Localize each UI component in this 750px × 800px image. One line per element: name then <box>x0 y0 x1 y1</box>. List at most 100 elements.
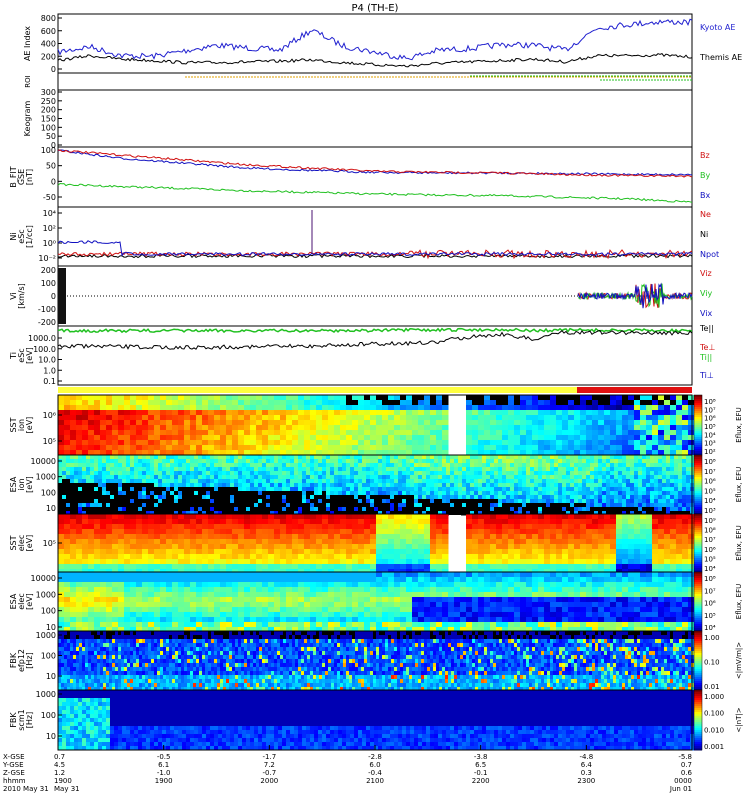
roi-ylabel: ROI <box>24 75 32 87</box>
ylabel-line: [nT] <box>25 169 34 185</box>
colorbar-tick: 10⁴ <box>704 431 716 439</box>
ytick-label: 10⁻² <box>38 254 56 263</box>
colorbar-label: Eflux, EFU <box>735 525 743 560</box>
ytick-label: 10² <box>43 224 56 233</box>
spec2-image <box>58 455 695 516</box>
xtick-xgse: -1.7 <box>262 753 276 761</box>
xtick-hhmm: 1900 <box>155 777 173 785</box>
temperature-frame <box>57 325 693 386</box>
colorbar-tick: 10⁷ <box>704 587 716 595</box>
ytick-label: 10 <box>46 504 56 513</box>
colorbar-tick: 1.000 <box>704 693 724 701</box>
colorbar-tick: 10⁵ <box>704 612 716 620</box>
bfield-frame <box>57 146 693 208</box>
xtick-zgse: 1.2 <box>54 769 65 777</box>
spec3-colorbar <box>694 514 702 573</box>
ylabel-line: [Hz] <box>25 652 34 668</box>
fbk1-colorbar <box>694 631 702 692</box>
ti-par-line <box>57 327 693 334</box>
colorbar-tick: 0.10 <box>704 659 720 667</box>
colorbar-tick: 10⁴ <box>704 565 716 573</box>
legend-item: Ni <box>700 230 708 239</box>
xtick-ygse: 6.4 <box>581 761 593 769</box>
ylabel-line: [eV] <box>25 417 34 434</box>
spec3-image <box>58 514 695 575</box>
ytick-label: 50 <box>46 132 56 141</box>
spec4-image <box>58 572 695 633</box>
xtick-xgse: -3.8 <box>474 753 488 761</box>
colorbar-tick: 10⁴ <box>704 624 716 632</box>
colorbar-tick: 10⁶ <box>704 478 716 486</box>
xtick-ygse: 6.1 <box>158 761 169 769</box>
ylabel-line: Ni <box>9 232 18 240</box>
xaxis-row-label: Y-GSE <box>2 761 24 769</box>
xtick-ygse: 4.5 <box>54 761 65 769</box>
ylabel-line: SST <box>9 535 18 550</box>
ylabel-line: FBK <box>9 712 18 728</box>
ytick-label: 10000 <box>31 574 56 583</box>
xtick-ygse: 6.5 <box>475 761 486 769</box>
colorbar-frame <box>693 689 703 751</box>
xaxis-row-label: X-GSE <box>3 753 25 761</box>
ylabel-line: B_FIT <box>9 166 18 187</box>
ylabel-line: [km/s] <box>17 283 26 309</box>
colorbar-tick: 10⁵ <box>704 423 716 431</box>
xaxis-row-label: 2010 May 31 <box>3 785 49 793</box>
ylabel-line: [1/cc] <box>25 225 34 248</box>
legend-te-perp: Te⊥ <box>699 343 715 352</box>
ytick-label: 10⁴ <box>43 209 56 218</box>
xtick-date: Jun 01 <box>669 785 692 793</box>
ytick-label: 100.0 <box>33 345 56 354</box>
colorbar-tick: 10⁶ <box>704 546 716 554</box>
ytick-label: 250 <box>41 97 56 106</box>
ylabel-line: SST <box>9 417 18 432</box>
xtick-xgse: -2.8 <box>368 753 382 761</box>
keogram-ylabel: Keogram <box>23 100 32 136</box>
ytick-label: 10.0 <box>38 356 56 365</box>
sst-data-gap <box>449 515 461 571</box>
colorbar-label: Eflux, EFU <box>735 407 743 442</box>
ae-frame <box>57 13 693 74</box>
ylabel-line: ESA <box>9 476 18 492</box>
colorbar-tick: 10³ <box>704 440 716 448</box>
ytick-label: -200 <box>38 318 56 327</box>
colorbar-tick: 10⁶ <box>704 415 716 423</box>
colorbar-tick: 10⁷ <box>704 406 716 414</box>
colorbar-label: <|nT|> <box>735 707 743 732</box>
b-By-line <box>57 182 693 203</box>
ytick-label: 10⁵ <box>43 539 56 548</box>
ytick-label: 1.0 <box>43 366 56 375</box>
xtick-hhmm: 2300 <box>577 777 595 785</box>
legend-ti-perp: Ti⊥ <box>699 371 714 380</box>
themis-ae-line <box>57 53 693 68</box>
sst-data-gap <box>449 397 461 454</box>
xaxis-row-label: hhmm <box>3 777 26 785</box>
xaxis-row-label: Z-GSE <box>3 769 25 777</box>
ylabel-line: [eV] <box>25 347 34 364</box>
colorbar-tick: 0.001 <box>704 743 724 751</box>
legend-item: Bx <box>700 191 710 200</box>
ytick-label: 50 <box>46 162 56 171</box>
ytick-label: 200 <box>41 106 56 115</box>
ytick-label: 300 <box>41 88 56 97</box>
ytick-label: 150 <box>41 115 56 124</box>
ytick-label: 200 <box>41 52 56 61</box>
ytick-label: 100 <box>41 607 56 616</box>
spec1-colorbar <box>694 395 702 456</box>
ytick-label: 0 <box>51 141 56 150</box>
ylabel-line: ESA <box>9 593 18 609</box>
xtick-hhmm: 2200 <box>472 777 490 785</box>
colorbar-tick: 0.01 <box>704 683 720 691</box>
legend-ti-par: Ti|| <box>699 353 712 362</box>
ytick-label: 1000.0 <box>28 334 56 343</box>
legend-item: Npot <box>700 250 719 259</box>
ytick-label: -50 <box>43 193 56 202</box>
colorbar-tick: 10⁶ <box>704 600 716 608</box>
ylabel-line: ion <box>17 478 26 490</box>
colorbar-tick: 10⁵ <box>704 555 716 563</box>
xtick-ygse: 7.2 <box>264 761 275 769</box>
ylabel-line: [eV] <box>25 535 34 552</box>
legend-item: Vix <box>700 309 713 318</box>
velocity-frame <box>57 265 693 327</box>
te-par-line <box>57 329 693 350</box>
